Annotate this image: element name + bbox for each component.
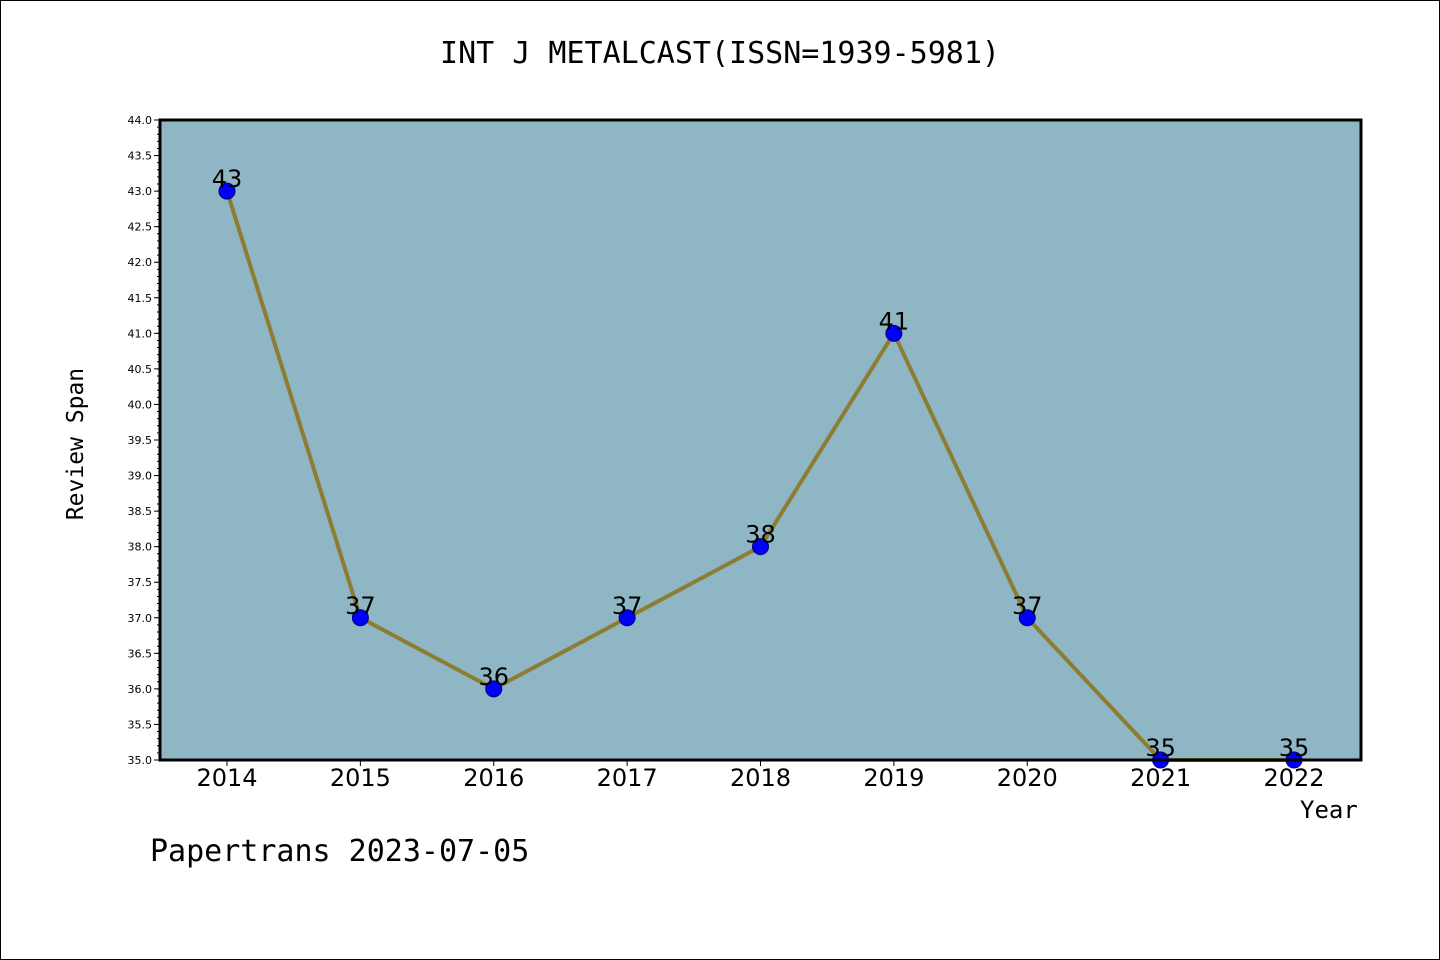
y-tick-label: 39.5: [128, 434, 153, 447]
data-label: 35: [1279, 734, 1310, 762]
data-label: 41: [879, 307, 910, 335]
x-axis: 2014 2015 2016 2017 2018 2019 2020 2021 2022: [196, 760, 1325, 792]
data-point: [351, 609, 369, 627]
data-labels: 43 37 36 37 38 41 37 35 35: [212, 165, 1310, 762]
x-tick-label: 2016: [463, 764, 524, 792]
data-label: 37: [345, 592, 376, 620]
x-tick-label: 2021: [1130, 764, 1191, 792]
y-tick-label: 36.5: [128, 647, 153, 660]
x-tick-label: 2020: [997, 764, 1058, 792]
y-tick-label: 37.5: [128, 576, 153, 589]
data-label: 37: [612, 592, 643, 620]
plot-area: [160, 120, 1361, 760]
x-tick-label: 2022: [1263, 764, 1324, 792]
y-tick-label: 41.5: [128, 292, 153, 305]
y-tick-label: 44.0: [128, 114, 153, 127]
y-axis: 35.0 35.5 36.0 36.5 37.0 37.5 38.0 38.5 39.0 39.5…: [128, 114, 160, 767]
data-point: [1018, 609, 1036, 627]
y-tick-label: 41.0: [128, 327, 153, 340]
x-tick-label: 2017: [597, 764, 658, 792]
y-tick-label: 35.5: [128, 718, 153, 731]
data-point: [485, 680, 503, 698]
data-label: 37: [1012, 592, 1043, 620]
y-tick-label: 37.0: [128, 612, 153, 625]
chart-title: INT J METALCAST(ISSN=1939-5981): [440, 36, 1000, 71]
y-tick-label: 36.0: [128, 683, 153, 696]
y-tick-label: 42.0: [128, 256, 153, 269]
y-tick-label: 42.5: [128, 221, 153, 234]
y-tick-label: 35.0: [128, 754, 153, 767]
y-tick-label: 40.0: [128, 398, 153, 411]
x-tick-label: 2015: [330, 764, 391, 792]
data-label: 36: [478, 663, 509, 691]
data-label: 35: [1145, 734, 1176, 762]
footer-stamp: Papertrans 2023-07-05: [150, 834, 530, 869]
y-tick-label: 43.0: [128, 185, 153, 198]
data-label: 38: [745, 521, 776, 549]
data-point: [618, 609, 636, 627]
data-point: [752, 538, 769, 556]
y-tick-label: 38.0: [128, 541, 153, 554]
x-tick-label: 2014: [196, 764, 257, 792]
x-axis-label: Year: [1300, 796, 1358, 824]
data-point: [885, 324, 903, 342]
x-tick-label: 2019: [863, 764, 924, 792]
plot-border: [158, 118, 1363, 762]
y-tick-label: 38.5: [128, 505, 153, 518]
x-tick-label: 2018: [730, 764, 791, 792]
y-tick-label: 43.5: [128, 150, 153, 163]
data-label: 43: [212, 165, 243, 193]
y-tick-label: 39.0: [128, 470, 153, 483]
data-point: [218, 182, 236, 200]
y-tick-label: 40.5: [128, 363, 153, 376]
